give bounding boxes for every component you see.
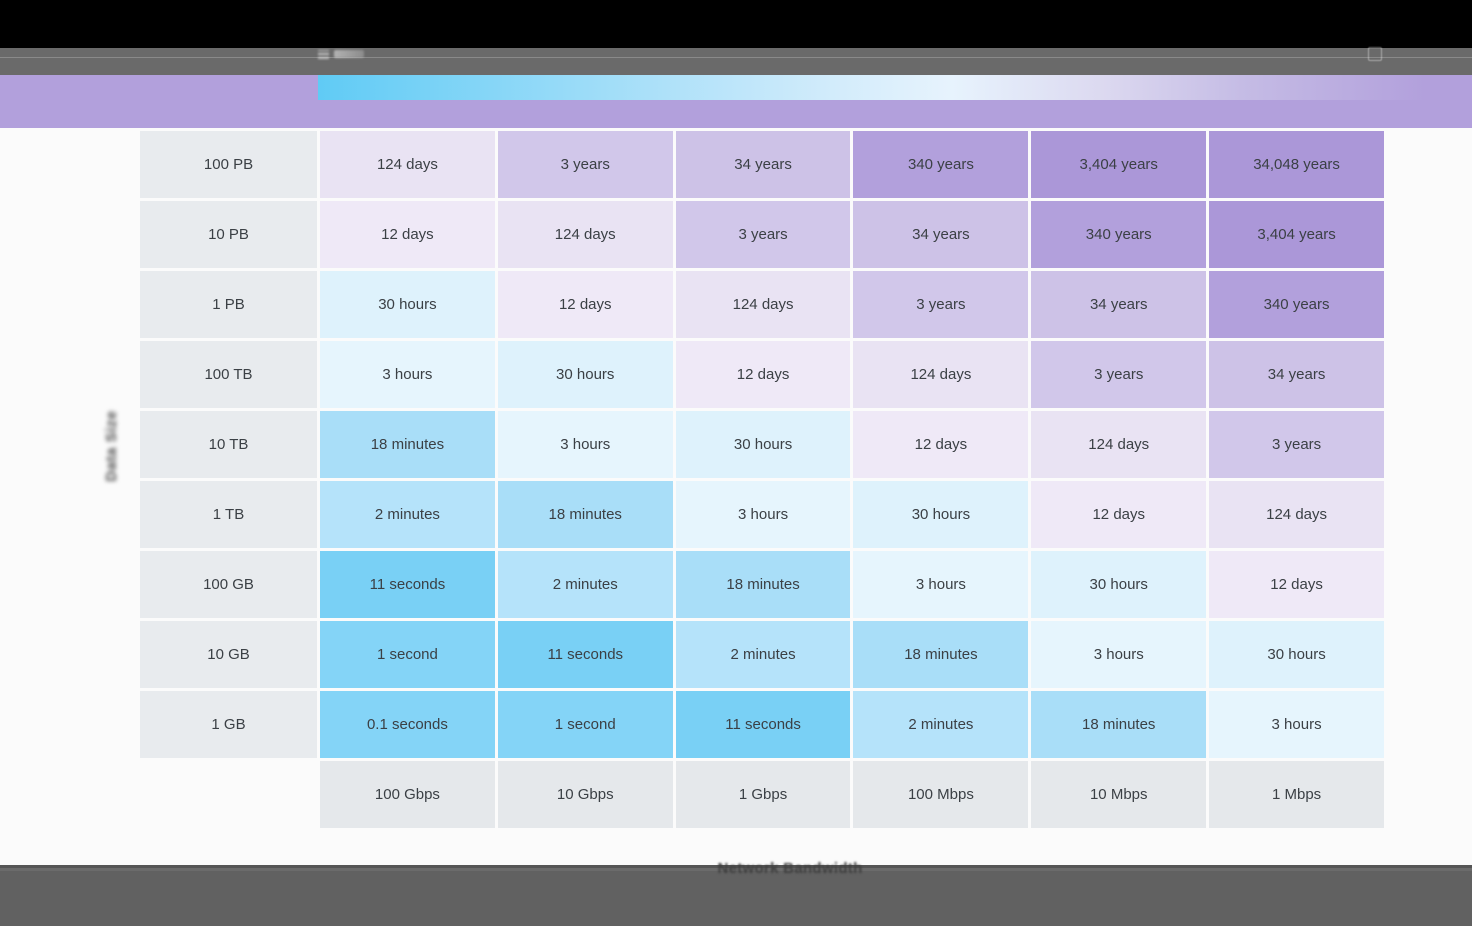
row-label: 1 GB (140, 691, 317, 758)
row-label: 100 GB (140, 551, 317, 618)
heatmap-cell: 11 seconds (675, 691, 851, 758)
heatmap-cell: 3,404 years (1209, 201, 1384, 268)
heatmap-cell: 340 years (1209, 271, 1384, 338)
toolbar-blurred-text (334, 50, 364, 58)
row-label: 1 TB (140, 481, 317, 548)
x-axis-label: Network Bandwidth (717, 860, 863, 877)
heatmap-cell: 2 minutes (320, 481, 495, 548)
heatmap-cell: 3 hours (1031, 621, 1207, 688)
fullscreen-icon[interactable] (1368, 47, 1382, 61)
speed-label: 1 Mbps (1209, 761, 1384, 828)
heatmap-cell: 11 seconds (497, 621, 673, 688)
footer-corner-cell (140, 761, 317, 828)
heatmap-cell: 3,404 years (1031, 131, 1207, 198)
row-label: 10 PB (140, 201, 317, 268)
speed-label: 10 Mbps (1031, 761, 1207, 828)
heatmap-cell: 18 minutes (497, 481, 673, 548)
heatmap-cell: 340 years (1031, 201, 1207, 268)
heatmap-cell: 30 hours (497, 341, 673, 408)
heatmap-cell: 2 minutes (675, 621, 851, 688)
heatmap-cell: 34 years (1031, 271, 1207, 338)
heatmap-cell: 124 days (1031, 411, 1207, 478)
toolbar-divider-line (0, 57, 1472, 58)
heatmap-cell: 2 minutes (497, 551, 673, 618)
toolbar-label-group (318, 45, 364, 63)
heatmap-cell: 34 years (1209, 341, 1384, 408)
speed-label: 100 Gbps (320, 761, 495, 828)
banner (0, 75, 1472, 128)
heatmap-cell: 3 hours (320, 341, 495, 408)
row-label: 10 GB (140, 621, 317, 688)
heatmap-cell: 3 hours (853, 551, 1029, 618)
y-axis-label: Data Size (102, 410, 120, 482)
heatmap-cell: 3 hours (675, 481, 851, 548)
heatmap-cell: 3 years (497, 131, 673, 198)
row-label: 10 TB (140, 411, 317, 478)
heatmap-cell: 18 minutes (853, 621, 1029, 688)
heatmap-cell: 3 years (853, 271, 1029, 338)
heatmap-cell: 1 second (497, 691, 673, 758)
heatmap-cell: 12 days (853, 411, 1029, 478)
heatmap-cell: 124 days (675, 271, 851, 338)
toolbar (0, 45, 1472, 75)
speed-label: 1 Gbps (675, 761, 851, 828)
transfer-time-heatmap: 100 PB 124 days 3 years 34 years 340 years 3,… (140, 131, 1384, 828)
heatmap-cell: 3 years (1031, 341, 1207, 408)
heatmap-cell: 12 days (1031, 481, 1207, 548)
heatmap-cell: 2 minutes (853, 691, 1029, 758)
heatmap-cell: 30 hours (853, 481, 1029, 548)
speed-label: 100 Mbps (853, 761, 1029, 828)
row-label: 1 PB (140, 271, 317, 338)
heatmap-cell: 34 years (675, 131, 851, 198)
bottom-bar (0, 865, 1472, 926)
heatmap-cell: 30 hours (320, 271, 495, 338)
heatmap-cell: 3 hours (497, 411, 673, 478)
heatmap-cell: 12 days (497, 271, 673, 338)
heatmap-cell: 12 days (675, 341, 851, 408)
heatmap-cell: 34 years (853, 201, 1029, 268)
heatmap-cell: 3 hours (1209, 691, 1384, 758)
heatmap-cell: 12 days (1209, 551, 1384, 618)
heatmap-cell: 11 seconds (320, 551, 495, 618)
heatmap-cell: 124 days (497, 201, 673, 268)
heatmap-cell: 124 days (853, 341, 1029, 408)
speed-label: 10 Gbps (497, 761, 673, 828)
heatmap-cell: 12 days (320, 201, 495, 268)
heatmap-cell: 34,048 years (1209, 131, 1384, 198)
heatmap-cell: 3 years (675, 201, 851, 268)
menu-icon[interactable] (318, 49, 329, 59)
heatmap-cell: 0.1 seconds (320, 691, 495, 758)
top-bar (0, 0, 1472, 48)
heatmap-cell: 30 hours (1209, 621, 1384, 688)
heatmap-cell: 1 second (320, 621, 495, 688)
heatmap-cell: 340 years (853, 131, 1029, 198)
heatmap-cell: 30 hours (1031, 551, 1207, 618)
heatmap-cell: 30 hours (675, 411, 851, 478)
row-label: 100 PB (140, 131, 317, 198)
heatmap-cell: 18 minutes (1031, 691, 1207, 758)
heatmap-cell: 124 days (1209, 481, 1384, 548)
heatmap-cell: 124 days (320, 131, 495, 198)
banner-color-scale-gradient (318, 75, 1472, 100)
heatmap-cell: 18 minutes (320, 411, 495, 478)
heatmap-cell: 18 minutes (675, 551, 851, 618)
heatmap-cell: 3 years (1209, 411, 1384, 478)
row-label: 100 TB (140, 341, 317, 408)
